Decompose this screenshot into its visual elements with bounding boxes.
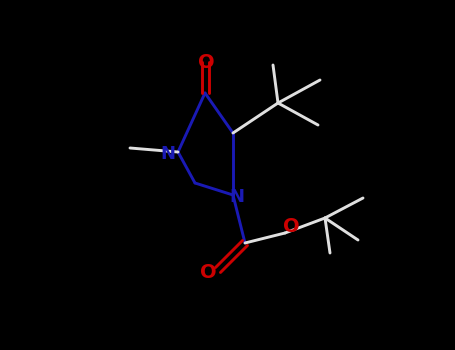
Text: O: O: [200, 264, 216, 282]
Text: N: N: [161, 145, 176, 163]
Text: O: O: [197, 54, 214, 72]
Text: N: N: [229, 188, 244, 206]
Text: O: O: [283, 217, 299, 237]
